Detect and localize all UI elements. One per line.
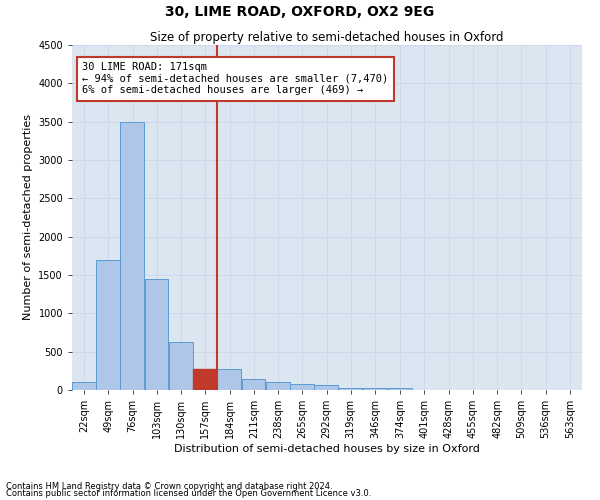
Bar: [338, 388, 362, 390]
Bar: [290, 384, 314, 390]
Bar: [388, 388, 412, 390]
Bar: [121, 122, 144, 390]
Bar: [363, 388, 386, 390]
Bar: [242, 378, 265, 390]
Bar: [72, 382, 96, 390]
Text: 30 LIME ROAD: 171sqm
← 94% of semi-detached houses are smaller (7,470)
6% of sem: 30 LIME ROAD: 171sqm ← 94% of semi-detac…: [82, 62, 388, 96]
Bar: [96, 260, 120, 390]
Text: Contains public sector information licensed under the Open Government Licence v3: Contains public sector information licen…: [6, 489, 371, 498]
Text: Contains HM Land Registry data © Crown copyright and database right 2024.: Contains HM Land Registry data © Crown c…: [6, 482, 332, 491]
Bar: [169, 342, 193, 390]
Y-axis label: Number of semi-detached properties: Number of semi-detached properties: [23, 114, 32, 320]
Text: 30, LIME ROAD, OXFORD, OX2 9EG: 30, LIME ROAD, OXFORD, OX2 9EG: [166, 5, 434, 19]
Bar: [314, 386, 338, 390]
Bar: [217, 369, 241, 390]
Title: Size of property relative to semi-detached houses in Oxford: Size of property relative to semi-detach…: [150, 31, 504, 44]
Bar: [266, 382, 290, 390]
X-axis label: Distribution of semi-detached houses by size in Oxford: Distribution of semi-detached houses by …: [174, 444, 480, 454]
Bar: [145, 279, 169, 390]
Bar: [193, 369, 217, 390]
